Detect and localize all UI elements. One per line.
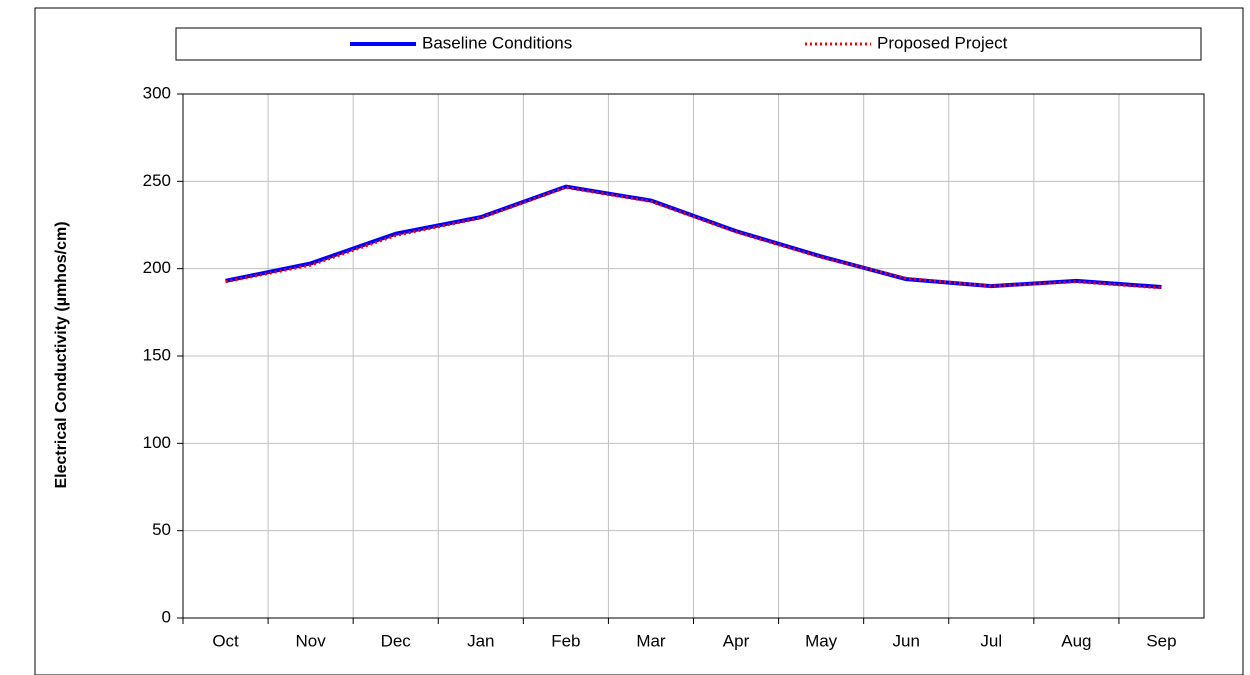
x-tick-label: Oct bbox=[212, 631, 239, 650]
y-tick-label: 0 bbox=[162, 607, 171, 626]
series-line bbox=[225, 185, 1162, 290]
x-tick-label: Jan bbox=[467, 631, 494, 650]
y-tick-label: 300 bbox=[143, 83, 171, 102]
x-tick-label: Jul bbox=[980, 631, 1002, 650]
y-tick-label: 50 bbox=[152, 520, 171, 539]
x-tick-label: Feb bbox=[551, 631, 580, 650]
legend-box bbox=[175, 27, 1202, 61]
x-tick-label: Nov bbox=[296, 631, 327, 650]
x-tick-label: Sep bbox=[1146, 631, 1176, 650]
x-tick-label: Apr bbox=[723, 631, 750, 650]
y-tick-label: 100 bbox=[143, 433, 171, 452]
legend-label: Proposed Project bbox=[877, 33, 1008, 52]
y-tick-label: 200 bbox=[143, 258, 171, 277]
chart-frame bbox=[34, 7, 1244, 675]
legend-label: Baseline Conditions bbox=[422, 33, 572, 52]
x-tick-label: Jun bbox=[892, 631, 919, 650]
x-tick-label: Aug bbox=[1061, 631, 1091, 650]
x-tick-label: Mar bbox=[636, 631, 666, 650]
x-tick-label: Dec bbox=[381, 631, 412, 650]
y-tick-label: 150 bbox=[143, 345, 171, 364]
y-axis-label: Electrical Conductivity (µmhos/cm) bbox=[53, 221, 70, 488]
x-tick-label: May bbox=[805, 631, 838, 650]
y-tick-label: 250 bbox=[143, 171, 171, 190]
